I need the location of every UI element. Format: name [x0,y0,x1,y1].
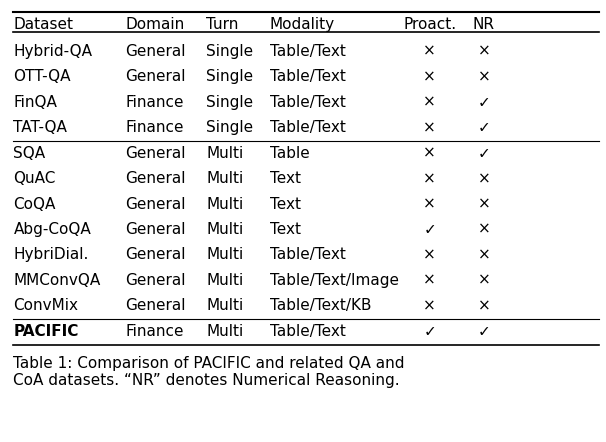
Text: Table/Text/Image: Table/Text/Image [270,273,399,288]
Text: SQA: SQA [13,145,45,160]
Text: ×: × [478,273,490,288]
Text: Table 1: Comparison of PACIFIC and related QA and
CoA datasets. “NR” denotes Num: Table 1: Comparison of PACIFIC and relat… [13,356,405,388]
Text: Finance: Finance [125,120,184,135]
Text: Single: Single [207,69,253,84]
Text: Hybrid-QA: Hybrid-QA [13,44,93,59]
Text: Proact.: Proact. [403,17,456,32]
Text: Text: Text [270,222,301,237]
Text: MMConvQA: MMConvQA [13,273,101,288]
Text: QuAC: QuAC [13,171,56,186]
Text: Single: Single [207,44,253,59]
Text: Abg-CoQA: Abg-CoQA [13,222,92,237]
Text: ×: × [424,273,436,288]
Text: Single: Single [207,120,253,135]
Text: Table/Text: Table/Text [270,120,345,135]
Text: Multi: Multi [207,145,244,160]
Text: ✓: ✓ [478,95,490,110]
Text: ×: × [478,222,490,237]
Text: General: General [125,197,185,212]
Text: ×: × [478,197,490,212]
Text: General: General [125,298,185,313]
Text: ×: × [424,95,436,110]
Text: ✓: ✓ [478,145,490,160]
Text: ✓: ✓ [424,222,436,237]
Text: General: General [125,171,185,186]
Text: ✓: ✓ [478,324,490,339]
Text: General: General [125,145,185,160]
Text: ✓: ✓ [478,120,490,135]
Text: General: General [125,222,185,237]
Text: Multi: Multi [207,298,244,313]
Text: ×: × [478,298,490,313]
Text: ConvMix: ConvMix [13,298,78,313]
Text: HybriDial.: HybriDial. [13,248,89,263]
Text: Table/Text: Table/Text [270,69,345,84]
Text: Dataset: Dataset [13,17,73,32]
Text: Multi: Multi [207,248,244,263]
Text: Multi: Multi [207,171,244,186]
Text: Multi: Multi [207,273,244,288]
Text: ×: × [424,44,436,59]
Text: Table/Text: Table/Text [270,44,345,59]
Text: General: General [125,44,185,59]
Text: Text: Text [270,197,301,212]
Text: Table/Text: Table/Text [270,248,345,263]
Text: Domain: Domain [125,17,184,32]
Text: ×: × [424,120,436,135]
Text: General: General [125,273,185,288]
Text: PACIFIC: PACIFIC [13,324,79,339]
Text: Finance: Finance [125,95,184,110]
Text: ×: × [478,171,490,186]
Text: General: General [125,69,185,84]
Text: TAT-QA: TAT-QA [13,120,67,135]
Text: ×: × [424,171,436,186]
Text: ×: × [478,69,490,84]
Text: ×: × [424,69,436,84]
Text: ✓: ✓ [424,324,436,339]
Text: Table: Table [270,145,310,160]
Text: Multi: Multi [207,324,244,339]
Text: ×: × [424,298,436,313]
Text: ×: × [424,248,436,263]
Text: Finance: Finance [125,324,184,339]
Text: Single: Single [207,95,253,110]
Text: ×: × [424,145,436,160]
Text: General: General [125,248,185,263]
Text: ×: × [478,44,490,59]
Text: Text: Text [270,171,301,186]
Text: Multi: Multi [207,222,244,237]
Text: ×: × [424,197,436,212]
Text: Table/Text: Table/Text [270,95,345,110]
Text: ×: × [478,248,490,263]
Text: Multi: Multi [207,197,244,212]
Text: Turn: Turn [207,17,239,32]
Text: Table/Text/KB: Table/Text/KB [270,298,371,313]
Text: FinQA: FinQA [13,95,58,110]
Text: NR: NR [473,17,495,32]
Text: CoQA: CoQA [13,197,56,212]
Text: Table/Text: Table/Text [270,324,345,339]
Text: OTT-QA: OTT-QA [13,69,71,84]
Text: Modality: Modality [270,17,335,32]
